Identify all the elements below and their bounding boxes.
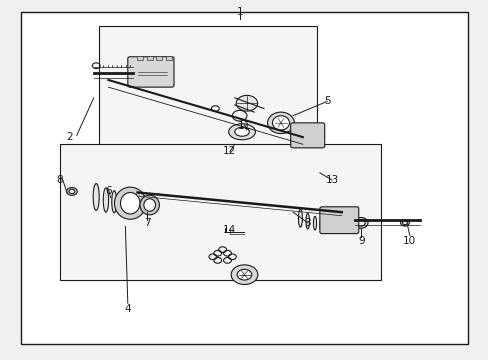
Polygon shape xyxy=(60,144,380,280)
Ellipse shape xyxy=(66,188,77,195)
Bar xyxy=(166,56,172,60)
Ellipse shape xyxy=(402,221,407,225)
Ellipse shape xyxy=(143,199,155,211)
Ellipse shape xyxy=(272,116,289,130)
Bar xyxy=(137,56,142,60)
Ellipse shape xyxy=(93,184,99,210)
Circle shape xyxy=(236,95,257,111)
Ellipse shape xyxy=(314,129,319,141)
FancyBboxPatch shape xyxy=(127,57,174,87)
Ellipse shape xyxy=(103,188,108,212)
FancyBboxPatch shape xyxy=(290,123,324,148)
Text: 8: 8 xyxy=(56,175,63,185)
Text: 10: 10 xyxy=(403,236,415,246)
Text: 4: 4 xyxy=(124,303,131,314)
Ellipse shape xyxy=(319,131,323,141)
Ellipse shape xyxy=(140,195,159,215)
Ellipse shape xyxy=(354,217,367,228)
Text: 11: 11 xyxy=(237,121,251,131)
Ellipse shape xyxy=(120,193,140,214)
Ellipse shape xyxy=(69,189,75,194)
Ellipse shape xyxy=(305,213,309,229)
Text: 12: 12 xyxy=(223,147,236,157)
Ellipse shape xyxy=(120,193,124,213)
Ellipse shape xyxy=(234,127,249,136)
Text: 7: 7 xyxy=(143,218,150,228)
Ellipse shape xyxy=(400,220,408,226)
Text: 3: 3 xyxy=(304,218,310,228)
Text: 14: 14 xyxy=(223,225,236,235)
Text: 5: 5 xyxy=(323,96,330,107)
Ellipse shape xyxy=(308,127,313,140)
Text: 6: 6 xyxy=(105,186,111,196)
Ellipse shape xyxy=(237,269,251,280)
Polygon shape xyxy=(99,26,317,158)
Ellipse shape xyxy=(114,187,146,219)
Ellipse shape xyxy=(231,265,257,284)
Text: 2: 2 xyxy=(66,132,73,142)
Ellipse shape xyxy=(357,220,365,226)
Bar xyxy=(146,56,152,60)
Ellipse shape xyxy=(112,191,116,213)
Ellipse shape xyxy=(319,219,322,231)
Ellipse shape xyxy=(228,124,255,140)
Text: 9: 9 xyxy=(357,236,364,246)
Ellipse shape xyxy=(298,209,302,227)
Text: 1: 1 xyxy=(236,7,243,17)
Ellipse shape xyxy=(313,216,316,230)
Text: 13: 13 xyxy=(325,175,338,185)
Ellipse shape xyxy=(302,125,307,139)
Ellipse shape xyxy=(267,112,294,134)
Bar xyxy=(156,56,162,60)
FancyBboxPatch shape xyxy=(319,207,358,234)
